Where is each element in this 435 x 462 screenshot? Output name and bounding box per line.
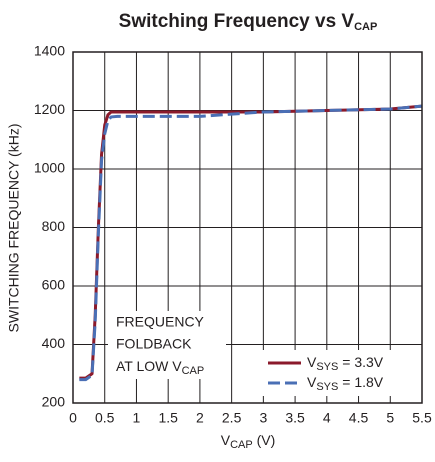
x-tick-label: 3 — [259, 410, 267, 426]
annotation: FOLDBACK — [116, 336, 192, 352]
title-text: Switching Frequency vs V — [119, 11, 355, 32]
legend-subscript: SYS — [316, 381, 338, 393]
lines — [79, 104, 423, 382]
annotation-box — [108, 311, 226, 379]
title-subscript: CAP — [354, 21, 377, 33]
y-tick-label: 400 — [42, 335, 66, 351]
y-tick-label: 200 — [42, 394, 66, 410]
x-tick-label: 2 — [196, 410, 204, 426]
x-tick-label: 3.5 — [285, 410, 305, 426]
x-tick-label: 4.5 — [349, 410, 369, 426]
annotation-text: AT LOW V — [116, 358, 182, 374]
legend-subscript: SYS — [316, 361, 338, 373]
legend-text: = 1.8V — [338, 374, 383, 390]
x-label-unit: (V) — [253, 432, 276, 448]
x-tick-label: 5 — [386, 410, 394, 426]
series-line — [79, 104, 423, 382]
legend-label: VSYS = 3.3V — [307, 354, 384, 373]
annotation: AT LOW VCAP — [116, 358, 204, 377]
x-tick-label: 0 — [69, 410, 77, 426]
annotation: FREQUENCY — [116, 314, 205, 330]
y-tick-label: 1400 — [34, 43, 65, 59]
x-tick-label: 2.5 — [222, 410, 242, 426]
y-tick-label: 800 — [42, 218, 66, 234]
x-tick-label: 1.5 — [158, 410, 178, 426]
x-label-text: V — [221, 432, 231, 448]
legend-box — [262, 350, 418, 396]
y-axis-label: SWITCHING FREQUENCY (kHz) — [6, 124, 22, 333]
y-tick-label: 600 — [42, 277, 66, 293]
legend-text: = 3.3V — [338, 354, 383, 370]
x-tick-label: 0.5 — [95, 410, 115, 426]
y-tick-label: 1000 — [34, 160, 65, 176]
legend-text: V — [307, 374, 317, 390]
x-tick-label: 4 — [323, 410, 331, 426]
plot-frame — [72, 51, 423, 404]
x-tick-label: 5.5 — [412, 410, 432, 426]
legend-text: V — [307, 354, 317, 370]
x-tick-label: 1 — [133, 410, 141, 426]
y-tick-label: 1200 — [34, 101, 65, 117]
annotation-subscript: CAP — [182, 365, 205, 377]
x-label-subscript: CAP — [230, 439, 253, 451]
x-axis-label: VCAP (V) — [221, 432, 276, 451]
legend-label: VSYS = 1.8V — [307, 374, 384, 393]
chart-title: Switching Frequency vs VCAP — [119, 11, 378, 33]
